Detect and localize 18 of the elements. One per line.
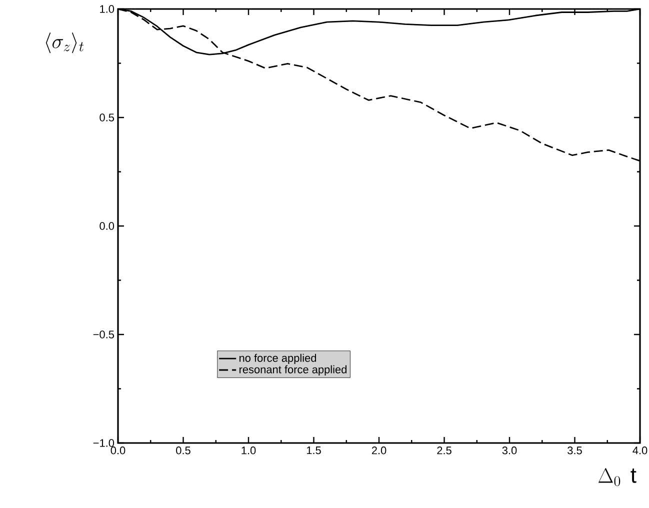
x-tick-label: 0.5 xyxy=(176,446,190,454)
x-tick-label: 4.0 xyxy=(632,446,648,454)
y-tick-label: 1.0 xyxy=(100,5,114,13)
x-tick-label: 0.0 xyxy=(110,446,126,454)
y-axis-title: $\langle \sigma_z \rangle_t$ xyxy=(46,32,84,54)
legend-label: resonant force applied xyxy=(240,365,346,376)
y-tick-label: 0.5 xyxy=(100,114,114,122)
x-tick-label: 1.5 xyxy=(306,446,321,454)
x-tick-label: 3.5 xyxy=(568,446,582,454)
y-tick-label: −1.0 xyxy=(93,439,114,447)
x-tick-label: 2.0 xyxy=(372,446,386,454)
legend-label: no force applied xyxy=(240,354,316,364)
y-tick-label: −0.5 xyxy=(93,330,114,338)
x-axis-title: $\Delta_0 \;\, \mathrm{t}$ xyxy=(598,468,636,486)
y-tick-label: 0.0 xyxy=(100,222,114,230)
x-tick-label: 2.5 xyxy=(437,446,452,454)
x-tick-label: 1.0 xyxy=(242,446,256,454)
x-tick-label: 3.0 xyxy=(502,446,517,454)
